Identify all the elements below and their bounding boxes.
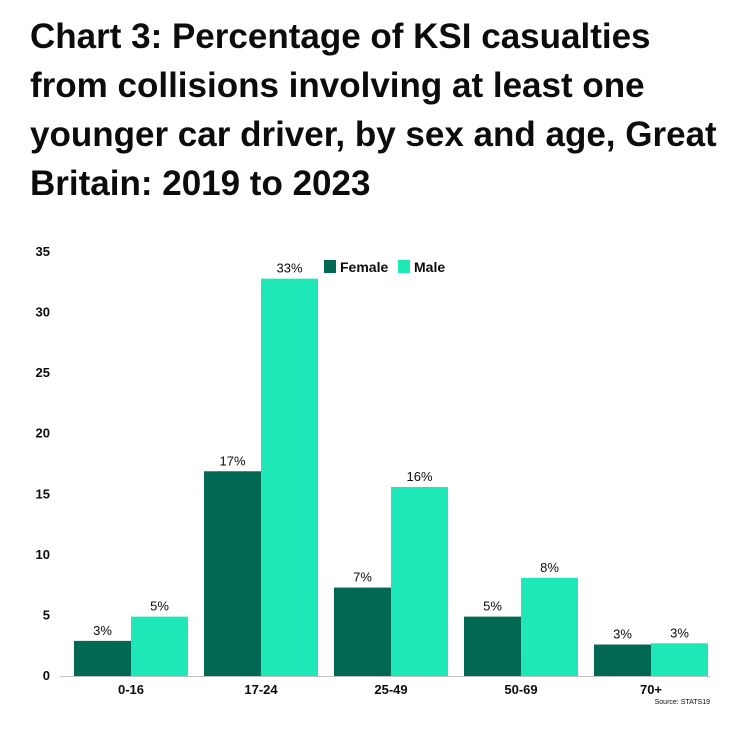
- legend-swatch-female: [324, 260, 336, 273]
- bar-female-0-16: [74, 640, 131, 676]
- data-label-female-25-49: 7%: [353, 570, 372, 585]
- data-label-male-0-16: 5%: [150, 599, 169, 614]
- legend-swatch-male: [398, 260, 410, 273]
- source-note: Source: STATS19: [655, 699, 710, 706]
- chart-title: Chart 3: Percentage of KSI casualties fr…: [30, 17, 717, 203]
- data-label-female-17-24: 17%: [219, 453, 245, 468]
- y-tick-label: 25: [36, 365, 50, 380]
- y-tick-label: 10: [36, 547, 50, 562]
- bar-male-70+: [651, 643, 708, 676]
- data-label-female-50-69: 5%: [483, 599, 502, 614]
- data-labels: 3% 5% 17% 33% 7% 16% 5% 8% 3% 3%: [93, 261, 689, 642]
- x-tick-label-25-49: 25-49: [374, 682, 407, 697]
- x-tick-label-70+: 70+: [640, 682, 662, 697]
- data-label-female-70+: 3%: [613, 627, 632, 642]
- y-tick-label: 5: [43, 607, 50, 622]
- bar-male-0-16: [131, 616, 188, 676]
- y-tick-label: 35: [36, 244, 50, 259]
- x-axis-ticks: 0-16 17-24 25-49 50-69 70+: [118, 682, 662, 697]
- y-tick-label: 15: [36, 486, 50, 501]
- data-label-male-25-49: 16%: [406, 469, 432, 484]
- legend: Female Male: [324, 259, 445, 275]
- bar-male-17-24: [261, 278, 318, 676]
- x-tick-label-50-69: 50-69: [504, 682, 537, 697]
- bar-female-17-24: [204, 471, 261, 676]
- y-tick-label: 30: [36, 305, 50, 320]
- legend-label-female: Female: [340, 259, 388, 275]
- bar-male-25-49: [391, 487, 448, 676]
- bar-female-25-49: [334, 587, 391, 676]
- bar-female-50-69: [464, 616, 521, 676]
- x-tick-label-17-24: 17-24: [244, 682, 278, 697]
- legend-label-male: Male: [414, 259, 445, 275]
- y-tick-label: 20: [36, 426, 50, 441]
- bar-male-50-69: [521, 577, 578, 676]
- x-tick-label-0-16: 0-16: [118, 682, 144, 697]
- bar-female-70+: [594, 644, 651, 676]
- y-tick-label: 0: [43, 668, 50, 683]
- data-label-female-0-16: 3%: [93, 623, 112, 638]
- bars: [74, 278, 708, 676]
- data-label-male-17-24: 33%: [276, 261, 302, 276]
- data-label-male-50-69: 8%: [540, 560, 559, 575]
- y-axis-ticks: 0 5 10 15 20 25 30 35: [36, 244, 50, 683]
- data-label-male-70+: 3%: [670, 625, 689, 640]
